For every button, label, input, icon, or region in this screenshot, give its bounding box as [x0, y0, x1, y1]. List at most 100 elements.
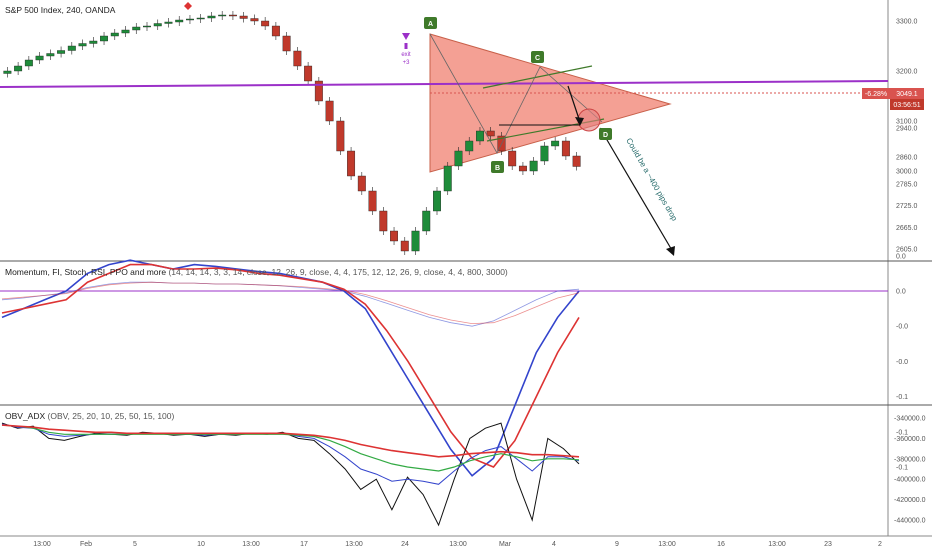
osc-y-tick: 0.0 — [896, 253, 906, 260]
label-D-tag[interactable]: D — [599, 128, 612, 140]
candlestick-series — [3, 11, 581, 255]
candle-body — [572, 155, 581, 167]
osc-y-tick: -0.1 — [896, 394, 908, 401]
time-axis-tick: 16 — [717, 541, 725, 548]
candle-body — [314, 80, 323, 102]
time-axis-tick: 13:00 — [658, 541, 676, 548]
candle-body — [143, 25, 151, 28]
time-axis-tick: 5 — [133, 541, 137, 548]
candle-body — [465, 140, 474, 152]
candle-body — [186, 18, 194, 21]
obv-params: (OBV, 25, 20, 10, 25, 50, 15, 100) — [47, 411, 175, 421]
exit-arrow-stem — [404, 43, 408, 49]
exit-signal[interactable]: exit +3 — [401, 33, 411, 66]
label-C-box — [531, 51, 544, 63]
candle-body — [228, 14, 237, 17]
candle-body — [261, 20, 270, 27]
price-y-tick: 2940.0 — [896, 126, 918, 133]
time-axis-tick: 23 — [824, 541, 832, 548]
horizontal-resistance-line[interactable] — [0, 80, 889, 88]
candle-body — [67, 45, 76, 51]
diamond-marker-icon — [184, 2, 192, 10]
short-arrow[interactable] — [499, 85, 584, 126]
price-badge[interactable]: -6.28% 3049.1 03:56:51 — [862, 88, 924, 110]
time-axis-tick: 17 — [300, 541, 308, 548]
obv-lines — [1, 422, 580, 527]
oscillator-lines — [1, 259, 580, 477]
candle-body — [121, 29, 130, 34]
short-arrow-line — [567, 85, 581, 123]
label-C-tag[interactable]: C — [531, 51, 544, 63]
time-axis-tick: 13:00 — [449, 541, 467, 548]
obv-pane-title[interactable]: OBV_ADX (OBV, 25, 20, 10, 25, 50, 15, 10… — [5, 411, 174, 421]
label-A-tag[interactable]: A — [424, 17, 437, 29]
obv-y-tick: -440000.0 — [894, 518, 926, 525]
label-B-box — [491, 161, 504, 173]
candle-body — [357, 175, 366, 192]
obv-series-line — [1, 422, 580, 527]
label-B-tag[interactable]: B — [491, 161, 504, 173]
drop-arrow-line — [599, 127, 674, 253]
candle-body — [368, 190, 377, 212]
candle-body — [164, 21, 173, 24]
candle-body — [476, 130, 484, 142]
candle-body — [3, 70, 12, 74]
price-y-tick: 3200.0 — [896, 69, 918, 76]
price-y-axis[interactable]: 3300.0 3200.0 3100.0 3000.0 2940.0 2860.0 2785… — [896, 19, 918, 254]
time-axis-tick: Mar — [499, 541, 512, 548]
candle-body — [325, 100, 334, 122]
price-y-tick: 2785.0 — [896, 181, 918, 188]
price-y-tick: 3000.0 — [896, 169, 918, 176]
candle-body — [486, 130, 495, 137]
candle-body — [250, 18, 259, 22]
candle-body — [379, 210, 388, 232]
time-axis-tick: 13:00 — [242, 541, 260, 548]
candle-body — [196, 17, 205, 20]
candle-body — [551, 140, 560, 147]
osc-pane-title[interactable]: Momentum, FI, Stoch, RSI, PPO and more (… — [5, 267, 508, 277]
candle-body — [422, 210, 431, 232]
candle-body — [282, 35, 291, 52]
time-axis-tick: Feb — [80, 541, 92, 548]
obv-y-tick: -400000.0 — [894, 477, 926, 484]
obv-y-tick: -360000.0 — [894, 436, 926, 443]
obv-y-axis[interactable]: -340000.0 -360000.0 -380000.0 -400000.0 -420… — [894, 416, 926, 525]
symmetrical-triangle-drawing[interactable] — [429, 33, 672, 173]
candle-body — [518, 165, 527, 172]
time-axis-tick: 24 — [401, 541, 409, 548]
time-axis-tick: 9 — [615, 541, 619, 548]
candle-body — [529, 160, 538, 172]
wedge-upper-line[interactable] — [482, 65, 593, 89]
change-badge-bg — [862, 88, 890, 99]
osc-title: Momentum, FI, Stoch, RSI, PPO and more — [5, 267, 167, 277]
candle-body — [89, 40, 98, 44]
candle-body — [390, 230, 398, 242]
price-y-tick: 2860.0 — [896, 154, 918, 161]
drop-projection-arrow[interactable] — [599, 127, 675, 256]
obv-title: OBV_ADX — [5, 411, 46, 421]
osc-y-tick: 0.0 — [896, 289, 906, 296]
osc-y-tick: -0.0 — [896, 324, 908, 331]
candle-body — [540, 145, 549, 162]
price-pane-title[interactable]: S&P 500 Index, 240, OANDA — [5, 5, 115, 15]
label-D-text: D — [603, 132, 608, 139]
label-C-text: C — [535, 55, 540, 62]
candle-body — [110, 32, 119, 37]
exit-value: +3 — [403, 60, 411, 66]
symbol-title: S&P 500 Index, 240, OANDA — [5, 5, 116, 15]
label-A-box — [424, 17, 437, 29]
candle-body — [400, 240, 409, 252]
obv-y-tick: -380000.0 — [894, 456, 926, 463]
candle-body — [433, 190, 441, 212]
osc-series-line — [1, 263, 580, 468]
countdown-text: 03:56:51 — [893, 102, 920, 109]
oscillator-y-axis[interactable]: 0.0 0.0 -0.0 -0.0 -0.1 -0.1 -0.1 — [896, 253, 908, 471]
time-axis-tick: 10 — [197, 541, 205, 548]
candle-body — [508, 150, 517, 167]
candle-body — [347, 150, 356, 177]
time-axis[interactable]: 13:00 Feb 5 10 13:00 17 13:00 24 13:00 Mar 4 9 13:00… — [33, 541, 882, 548]
candle-body — [100, 35, 108, 42]
price-y-tick: 2725.0 — [896, 203, 918, 210]
